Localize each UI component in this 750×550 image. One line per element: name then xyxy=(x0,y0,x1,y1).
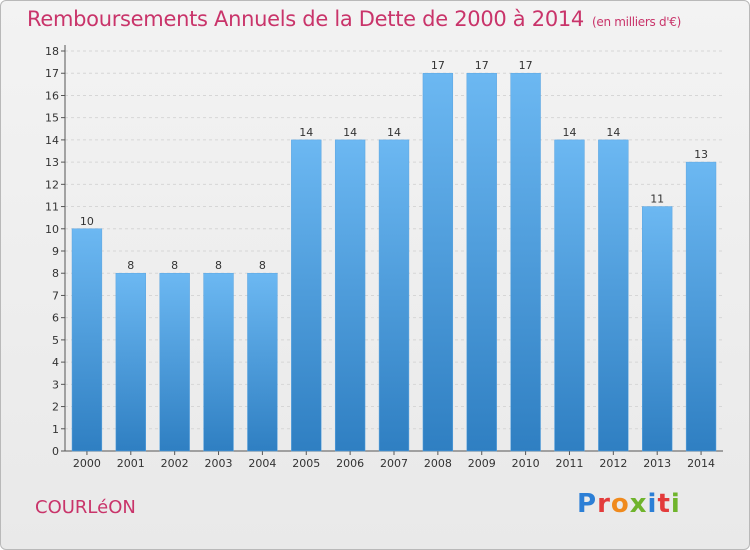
bar-2005 xyxy=(291,139,322,452)
data-label-2000: 10 xyxy=(80,215,94,228)
y-tick-label: 2 xyxy=(52,401,59,414)
bar-2014 xyxy=(685,161,717,452)
bar-2013 xyxy=(642,206,673,452)
x-tick-label-2011: 2011 xyxy=(555,457,583,470)
x-tick-label-2001: 2001 xyxy=(117,457,145,470)
data-label-2012: 14 xyxy=(606,126,620,139)
bar-2007 xyxy=(378,139,410,452)
x-tick-label-2013: 2013 xyxy=(643,457,671,470)
y-tick-label: 3 xyxy=(52,378,59,391)
data-label-2008: 17 xyxy=(431,59,445,72)
y-tick-label: 17 xyxy=(45,67,59,80)
y-tick-label: 6 xyxy=(52,312,59,325)
y-tick-label: 13 xyxy=(45,156,59,169)
data-label-2005: 14 xyxy=(299,126,313,139)
x-tick-label-2007: 2007 xyxy=(380,457,408,470)
x-tick-label-2006: 2006 xyxy=(336,457,364,470)
x-tick-label-2008: 2008 xyxy=(424,457,452,470)
x-tick-label-2005: 2005 xyxy=(292,457,320,470)
data-label-2010: 17 xyxy=(519,59,533,72)
data-label-2003: 8 xyxy=(215,259,222,272)
chart-subtitle: (en milliers d'€) xyxy=(592,15,682,29)
y-tick-label: 15 xyxy=(45,112,59,125)
x-tick-label-2000: 2000 xyxy=(73,457,101,470)
bar-2010 xyxy=(510,72,541,452)
y-tick-label: 4 xyxy=(52,356,59,369)
y-tick-label: 8 xyxy=(52,267,59,280)
bars xyxy=(71,72,717,452)
x-tick-label-2002: 2002 xyxy=(161,457,189,470)
y-tick-label: 1 xyxy=(52,423,59,436)
y-tick-label: 10 xyxy=(45,223,59,236)
chart-title: Remboursements Annuels de la Dette de 20… xyxy=(27,7,681,31)
bar-2003 xyxy=(203,272,234,452)
bar-2009 xyxy=(466,72,497,452)
y-tick-label: 7 xyxy=(52,289,59,302)
x-tick-label-2009: 2009 xyxy=(468,457,496,470)
data-label-2006: 14 xyxy=(343,126,357,139)
data-labels: 10 8 8 8 8 14 14 14 17 17 17 14 14 11 13 xyxy=(80,59,708,272)
data-label-2002: 8 xyxy=(171,259,178,272)
data-label-2014: 13 xyxy=(694,148,708,161)
bar-2011 xyxy=(554,139,585,452)
data-label-2004: 8 xyxy=(259,259,266,272)
data-label-2013: 11 xyxy=(650,193,664,206)
data-label-2001: 8 xyxy=(127,259,134,272)
data-label-2007: 14 xyxy=(387,126,401,139)
y-tick-label: 18 xyxy=(45,45,59,58)
bar-2004 xyxy=(247,272,278,452)
bar-2006 xyxy=(334,139,366,452)
x-tick-label-2012: 2012 xyxy=(599,457,627,470)
bar-2008 xyxy=(422,72,454,452)
x-tick-label-2003: 2003 xyxy=(205,457,233,470)
y-tick-label: 11 xyxy=(45,201,59,214)
y-tick-label: 14 xyxy=(45,134,59,147)
bar-2002 xyxy=(159,272,190,452)
y-tick-label: 16 xyxy=(45,89,59,102)
data-label-2011: 14 xyxy=(562,126,576,139)
x-tick-label-2004: 2004 xyxy=(248,457,276,470)
bar-2012 xyxy=(598,139,629,452)
bar-2000 xyxy=(71,228,103,452)
y-tick-label: 0 xyxy=(52,445,59,458)
y-tick-label: 5 xyxy=(52,334,59,347)
proxiti-logo: Proxiti xyxy=(577,489,681,519)
chart-title-text: Remboursements Annuels de la Dette de 20… xyxy=(27,7,584,31)
location-name: COURLéON xyxy=(35,497,136,518)
y-tick-label: 12 xyxy=(45,178,59,191)
x-tick-label-2014: 2014 xyxy=(687,457,715,470)
data-label-2009: 17 xyxy=(475,59,489,72)
y-tick-label: 9 xyxy=(52,245,59,258)
x-tick-label-2010: 2010 xyxy=(512,457,540,470)
bar-2001 xyxy=(115,272,146,452)
